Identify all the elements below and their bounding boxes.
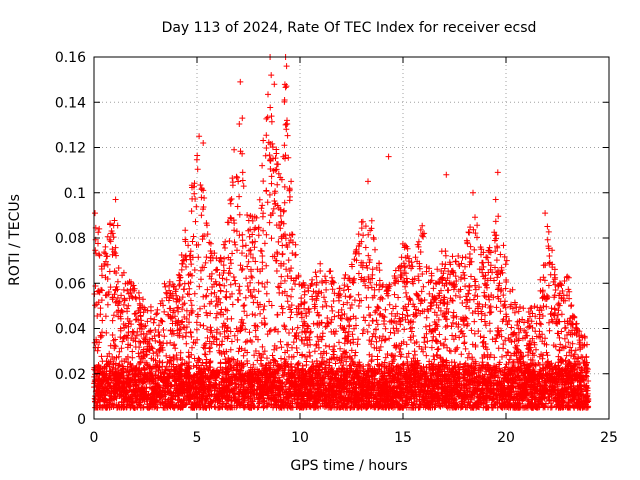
grid-lines (94, 57, 609, 419)
chart-title: Day 113 of 2024, Rate Of TEC Index for r… (162, 20, 537, 36)
data-point (244, 358, 251, 364)
data-point (496, 359, 503, 366)
data-points (91, 54, 592, 411)
